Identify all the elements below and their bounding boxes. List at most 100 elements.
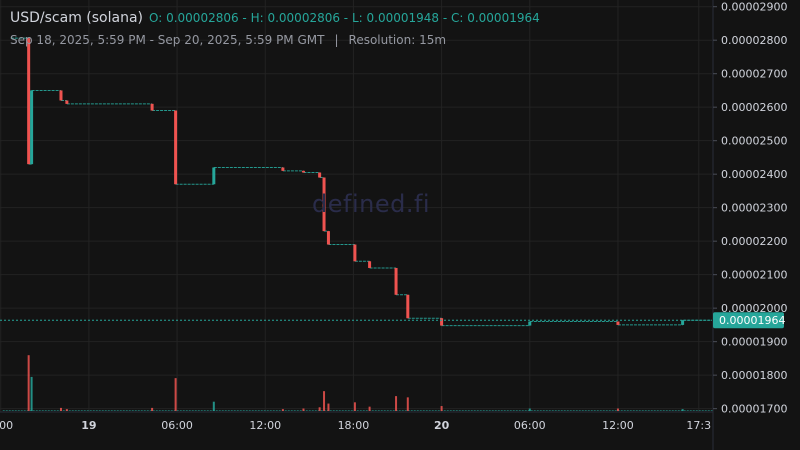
volume-bar [284, 410, 287, 411]
volume-bar [650, 410, 653, 411]
volume-bar [101, 410, 104, 411]
volume-bar [395, 396, 398, 411]
time-tick-label: 12:00 [249, 419, 281, 432]
volume-bar [677, 410, 680, 411]
volume-bar [344, 410, 347, 411]
volume-bar [590, 410, 593, 411]
volume-bar [125, 410, 128, 411]
volume-bar [644, 410, 647, 411]
volume-bar [494, 410, 497, 411]
separator: | [334, 33, 339, 47]
candle-body [212, 167, 216, 185]
price-tick-label: 0.00002600 [721, 101, 787, 114]
price-tick-label: 0.00002300 [721, 202, 787, 215]
volume-bar [77, 410, 80, 411]
volume-bar [41, 410, 44, 411]
chart-legend: USD/scam (solana) O: 0.00002806 - H: 0.00… [10, 10, 540, 26]
volume-bar [422, 410, 425, 411]
volume-bar [416, 410, 419, 411]
volume-bar [419, 410, 422, 411]
volume-bar [692, 410, 695, 411]
volume-bar [605, 410, 608, 411]
volume-bar [89, 410, 92, 411]
price-tick-label: 0.00002700 [721, 68, 787, 81]
volume-bar [191, 410, 194, 411]
volume-bar [143, 410, 146, 411]
volume-bar [689, 410, 692, 411]
volume-bar [275, 410, 278, 411]
price-tick-label: 0.00002000 [721, 302, 787, 315]
volume-bar [548, 410, 551, 411]
volume-bar [269, 410, 272, 411]
volume-bar [431, 410, 434, 411]
volume-bar [434, 410, 437, 411]
volume-bar [311, 410, 314, 411]
volume-bar [626, 410, 629, 411]
volume-bar [707, 410, 710, 411]
volume-bar [215, 410, 218, 411]
volume-bar [116, 410, 119, 411]
volume-bar [170, 410, 173, 411]
volume-bar [335, 410, 338, 411]
candle-body [30, 90, 34, 165]
volume-bar [122, 410, 125, 411]
price-tick-label: 0.00002800 [721, 34, 787, 47]
volume-bar [287, 410, 290, 411]
volume-bar [281, 409, 284, 411]
volume-bar [151, 407, 154, 411]
volume-bar [248, 410, 251, 411]
price-tick-label: 0.00002100 [721, 269, 787, 282]
volume-bar [470, 410, 473, 411]
volume-bar [599, 410, 602, 411]
volume-bar [695, 410, 698, 411]
volume-bar [681, 409, 684, 411]
volume-bar [257, 410, 260, 411]
volume-bar [341, 410, 344, 411]
volume-bar [278, 410, 281, 411]
volume-bar [629, 410, 632, 411]
volume-bar [704, 410, 707, 411]
volume-bar [296, 410, 299, 411]
volume-bar [536, 410, 539, 411]
volume-bar [371, 410, 374, 411]
volume-bar [665, 410, 668, 411]
time-tick-label: 3:00 [0, 419, 13, 432]
price-steps [10, 37, 712, 327]
time-tick-label: 06:00 [514, 419, 546, 432]
volume-bar [188, 410, 191, 411]
volume-bar [578, 410, 581, 411]
volume-bar [710, 410, 713, 411]
volume-bar [272, 410, 275, 411]
volume-bar [320, 410, 323, 411]
volume-bar [528, 408, 531, 411]
volume-bar [406, 397, 409, 411]
volume-bar [128, 410, 131, 411]
volume-bar [587, 410, 590, 411]
candle-body [528, 321, 532, 326]
volume-bar [38, 410, 41, 411]
time-axis[interactable]: 3:00 19 06:00 12:00 18:00 20 06:00 12:00 17:3 [0, 419, 711, 432]
volume-bar [302, 408, 305, 411]
volume-bar [584, 410, 587, 411]
volume-bar [674, 410, 677, 411]
volume-bar [314, 410, 317, 411]
volume-bar [443, 410, 446, 411]
volume-bar [368, 406, 371, 411]
candle-body [318, 172, 322, 178]
volume-bar [167, 410, 170, 411]
candle-body [301, 170, 305, 173]
volume-bar [509, 410, 512, 411]
volume-bar [200, 410, 203, 411]
volume-bar [107, 410, 110, 411]
price-tick-label: 0.00002500 [721, 135, 787, 148]
volume-bar [194, 410, 197, 411]
volume-bar [92, 410, 95, 411]
volume-bar [383, 410, 386, 411]
volume-bar [623, 410, 626, 411]
volume-bar [137, 410, 140, 411]
volume-bar [179, 410, 182, 411]
price-axis[interactable]: 0.00002900 0.00002800 0.00002700 0.00002600… [713, 1, 787, 416]
volume-bar [230, 410, 233, 411]
volume-bar [542, 410, 545, 411]
